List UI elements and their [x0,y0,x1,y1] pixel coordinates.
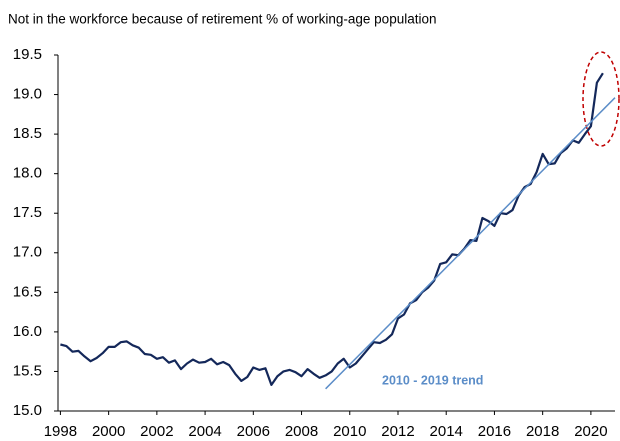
x-tick-label: 2018 [526,423,559,440]
y-tick-label: 16.5 [13,283,42,300]
data-line [60,72,604,386]
y-tick-label: 17.0 [13,244,42,261]
x-tick-label: 2010 [333,423,366,440]
trend-label: 2010 - 2019 trend [382,373,483,387]
x-tick-label: 2006 [237,423,270,440]
y-tick-label: 16.0 [13,323,42,340]
y-tick-label: 15.5 [13,362,42,379]
x-tick-label: 2012 [381,423,414,440]
y-tick-label: 18.5 [13,125,42,142]
x-tick-label: 2020 [574,423,607,440]
x-tick-label: 2014 [430,423,463,440]
x-tick-label: 2000 [92,423,125,440]
y-tick-label: 19.5 [13,46,42,63]
trend-line [325,97,616,390]
y-tick-label: 19.0 [13,86,42,103]
y-tick-label: 18.0 [13,165,42,182]
x-tick-label: 2004 [188,423,221,440]
y-tick-label: 17.5 [13,204,42,221]
chart-title: Not in the workforce because of retireme… [8,12,436,27]
x-tick-label: 1998 [44,423,77,440]
x-tick-label: 2016 [478,423,511,440]
x-tick-label: 2002 [140,423,173,440]
x-tick-label: 2008 [285,423,318,440]
highlight-ellipse [582,51,620,147]
label-bg [378,372,490,390]
y-tick-label: 15.0 [13,402,42,419]
